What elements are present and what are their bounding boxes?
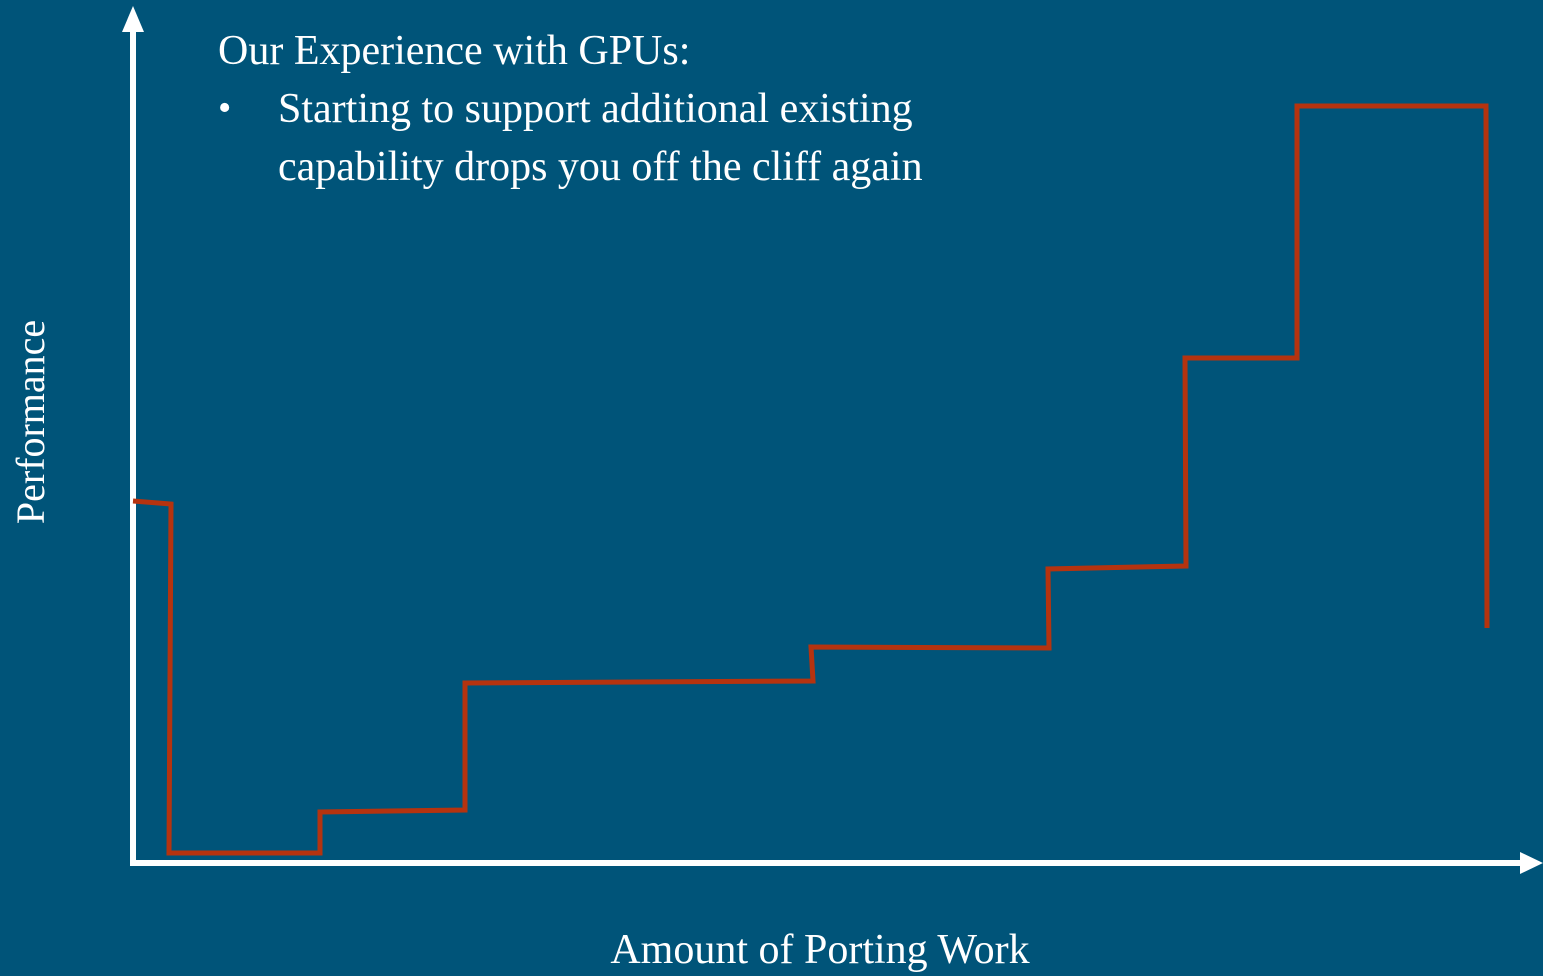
bullet-line: Starting to support additional existing [278, 86, 913, 132]
y-axis-arrow [122, 6, 144, 32]
bullet-line: capability drops you off the cliff again [278, 144, 923, 190]
y-axis-label: Performance [8, 320, 53, 524]
bullet-symbol: • [218, 87, 231, 129]
title: Our Experience with GPUs: [218, 28, 690, 74]
x-axis-arrow [1520, 852, 1543, 874]
x-axis-label: Amount of Porting Work [610, 927, 1029, 973]
performance-curve [132, 103, 1490, 856]
